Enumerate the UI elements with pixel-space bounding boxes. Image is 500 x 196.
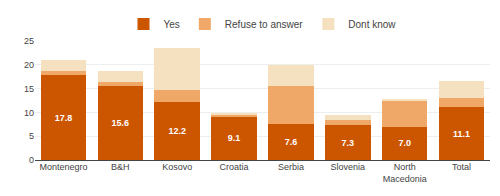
svg-text:0: 0 bbox=[29, 155, 34, 165]
svg-text:NorthMacedonia: NorthMacedonia bbox=[383, 162, 427, 184]
svg-text:Croatia: Croatia bbox=[220, 162, 249, 172]
svg-text:Serbia: Serbia bbox=[278, 162, 304, 172]
svg-text:Dont know: Dont know bbox=[348, 19, 396, 30]
svg-text:25: 25 bbox=[24, 36, 34, 46]
svg-text:9.1: 9.1 bbox=[228, 133, 241, 143]
svg-text:Kosovo: Kosovo bbox=[162, 162, 192, 172]
svg-text:15: 15 bbox=[24, 84, 34, 94]
svg-text:11.1: 11.1 bbox=[453, 129, 470, 139]
svg-text:10: 10 bbox=[24, 108, 34, 118]
svg-text:20: 20 bbox=[24, 60, 34, 70]
svg-text:15.6: 15.6 bbox=[112, 118, 130, 128]
svg-text:7.6: 7.6 bbox=[285, 137, 298, 147]
svg-text:Total: Total bbox=[452, 162, 471, 172]
svg-text:Slovenia: Slovenia bbox=[331, 162, 366, 172]
svg-text:17.8: 17.8 bbox=[55, 113, 73, 123]
svg-text:7.0: 7.0 bbox=[398, 138, 411, 148]
svg-text:5: 5 bbox=[29, 131, 34, 141]
svg-text:7.3: 7.3 bbox=[342, 138, 355, 148]
svg-text:12.2: 12.2 bbox=[168, 126, 186, 136]
svg-text:Yes: Yes bbox=[164, 19, 180, 30]
svg-text:B&H: B&H bbox=[111, 162, 130, 172]
svg-text:Montenegro: Montenegro bbox=[39, 162, 87, 172]
svg-text:Refuse to answer: Refuse to answer bbox=[225, 19, 303, 30]
